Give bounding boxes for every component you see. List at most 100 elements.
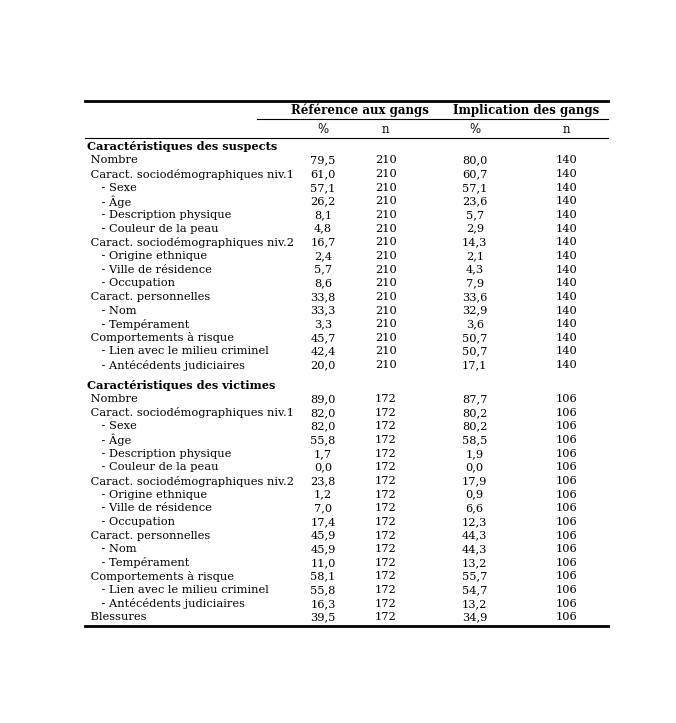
Text: 106: 106 [556, 585, 577, 595]
Text: 80,2: 80,2 [462, 408, 487, 418]
Text: 1,9: 1,9 [466, 449, 484, 458]
Text: 140: 140 [556, 346, 577, 356]
Text: - Nom: - Nom [87, 544, 137, 555]
Text: %: % [469, 123, 481, 136]
Text: 17,9: 17,9 [462, 476, 487, 486]
Text: 106: 106 [556, 599, 577, 609]
Text: 82,0: 82,0 [310, 408, 335, 418]
Text: 210: 210 [375, 223, 397, 234]
Text: 6,6: 6,6 [466, 503, 484, 513]
Text: Caractéristiques des suspects: Caractéristiques des suspects [87, 141, 277, 153]
Text: 140: 140 [556, 360, 577, 370]
Text: 140: 140 [556, 237, 577, 247]
Text: 14,3: 14,3 [462, 237, 487, 247]
Text: 11,0: 11,0 [310, 558, 335, 568]
Text: 210: 210 [375, 169, 397, 179]
Text: 1,7: 1,7 [314, 449, 332, 458]
Text: 172: 172 [375, 449, 397, 458]
Text: n: n [382, 123, 389, 136]
Text: 79,5: 79,5 [310, 155, 335, 166]
Text: - Tempérament: - Tempérament [87, 557, 189, 568]
Text: 106: 106 [556, 531, 577, 541]
Text: 140: 140 [556, 333, 577, 343]
Text: 172: 172 [375, 599, 397, 609]
Text: 50,7: 50,7 [462, 333, 487, 343]
Text: 5,7: 5,7 [314, 265, 332, 275]
Text: Caract. sociodémographiques niv.1: Caract. sociodémographiques niv.1 [87, 407, 294, 419]
Text: 3,3: 3,3 [314, 319, 332, 329]
Text: 45,9: 45,9 [310, 544, 335, 555]
Text: 16,3: 16,3 [310, 599, 335, 609]
Text: 106: 106 [556, 463, 577, 472]
Text: 172: 172 [375, 422, 397, 432]
Text: 57,1: 57,1 [462, 183, 487, 193]
Text: 140: 140 [556, 251, 577, 261]
Text: 44,3: 44,3 [462, 544, 487, 555]
Text: 8,6: 8,6 [314, 278, 332, 288]
Text: 89,0: 89,0 [310, 394, 335, 404]
Text: 106: 106 [556, 571, 577, 581]
Text: 12,3: 12,3 [462, 517, 487, 527]
Text: 140: 140 [556, 319, 577, 329]
Text: - Description physique: - Description physique [87, 449, 231, 458]
Text: 13,2: 13,2 [462, 599, 487, 609]
Text: 210: 210 [375, 155, 397, 166]
Text: 80,0: 80,0 [462, 155, 487, 166]
Text: 3,6: 3,6 [466, 319, 484, 329]
Text: 45,9: 45,9 [310, 531, 335, 541]
Text: 210: 210 [375, 237, 397, 247]
Text: 32,9: 32,9 [462, 306, 487, 315]
Text: 210: 210 [375, 292, 397, 302]
Text: 140: 140 [556, 169, 577, 179]
Text: 106: 106 [556, 612, 577, 623]
Text: 106: 106 [556, 503, 577, 513]
Text: 4,8: 4,8 [314, 223, 332, 234]
Text: 61,0: 61,0 [310, 169, 335, 179]
Text: 17,1: 17,1 [462, 360, 487, 370]
Text: 2,4: 2,4 [314, 251, 332, 261]
Text: 172: 172 [375, 463, 397, 472]
Text: 210: 210 [375, 251, 397, 261]
Text: - Lien avec le milieu criminel: - Lien avec le milieu criminel [87, 346, 269, 356]
Text: 172: 172 [375, 476, 397, 486]
Text: - Occupation: - Occupation [87, 517, 175, 527]
Text: 172: 172 [375, 531, 397, 541]
Text: 210: 210 [375, 319, 397, 329]
Text: 55,8: 55,8 [310, 585, 335, 595]
Text: Nombre: Nombre [87, 155, 138, 166]
Text: - Ville de résidence: - Ville de résidence [87, 265, 212, 275]
Text: 210: 210 [375, 278, 397, 288]
Text: 106: 106 [556, 394, 577, 404]
Text: 210: 210 [375, 360, 397, 370]
Text: - Description physique: - Description physique [87, 210, 231, 220]
Text: 17,4: 17,4 [310, 517, 335, 527]
Text: 106: 106 [556, 476, 577, 486]
Text: 172: 172 [375, 517, 397, 527]
Text: - Couleur de la peau: - Couleur de la peau [87, 223, 218, 234]
Text: Référence aux gangs: Référence aux gangs [291, 104, 429, 117]
Text: - Ville de résidence: - Ville de résidence [87, 503, 212, 513]
Text: 210: 210 [375, 210, 397, 220]
Text: Nombre: Nombre [87, 394, 138, 404]
Text: 7,0: 7,0 [314, 503, 332, 513]
Text: 140: 140 [556, 183, 577, 193]
Text: 50,7: 50,7 [462, 346, 487, 356]
Text: 55,7: 55,7 [462, 571, 487, 581]
Text: 23,6: 23,6 [462, 197, 487, 206]
Text: - Tempérament: - Tempérament [87, 319, 189, 330]
Text: 4,3: 4,3 [466, 265, 484, 275]
Text: - Origine ethnique: - Origine ethnique [87, 251, 208, 261]
Text: - Couleur de la peau: - Couleur de la peau [87, 463, 218, 472]
Text: 172: 172 [375, 489, 397, 500]
Text: Comportements à risque: Comportements à risque [87, 333, 234, 343]
Text: - Antécédents judiciaires: - Antécédents judiciaires [87, 598, 245, 609]
Text: 0,0: 0,0 [466, 463, 484, 472]
Text: 26,2: 26,2 [310, 197, 335, 206]
Text: 172: 172 [375, 435, 397, 445]
Text: 13,2: 13,2 [462, 558, 487, 568]
Text: 80,2: 80,2 [462, 422, 487, 432]
Text: 172: 172 [375, 571, 397, 581]
Text: 23,8: 23,8 [310, 476, 335, 486]
Text: 16,7: 16,7 [310, 237, 335, 247]
Text: 172: 172 [375, 585, 397, 595]
